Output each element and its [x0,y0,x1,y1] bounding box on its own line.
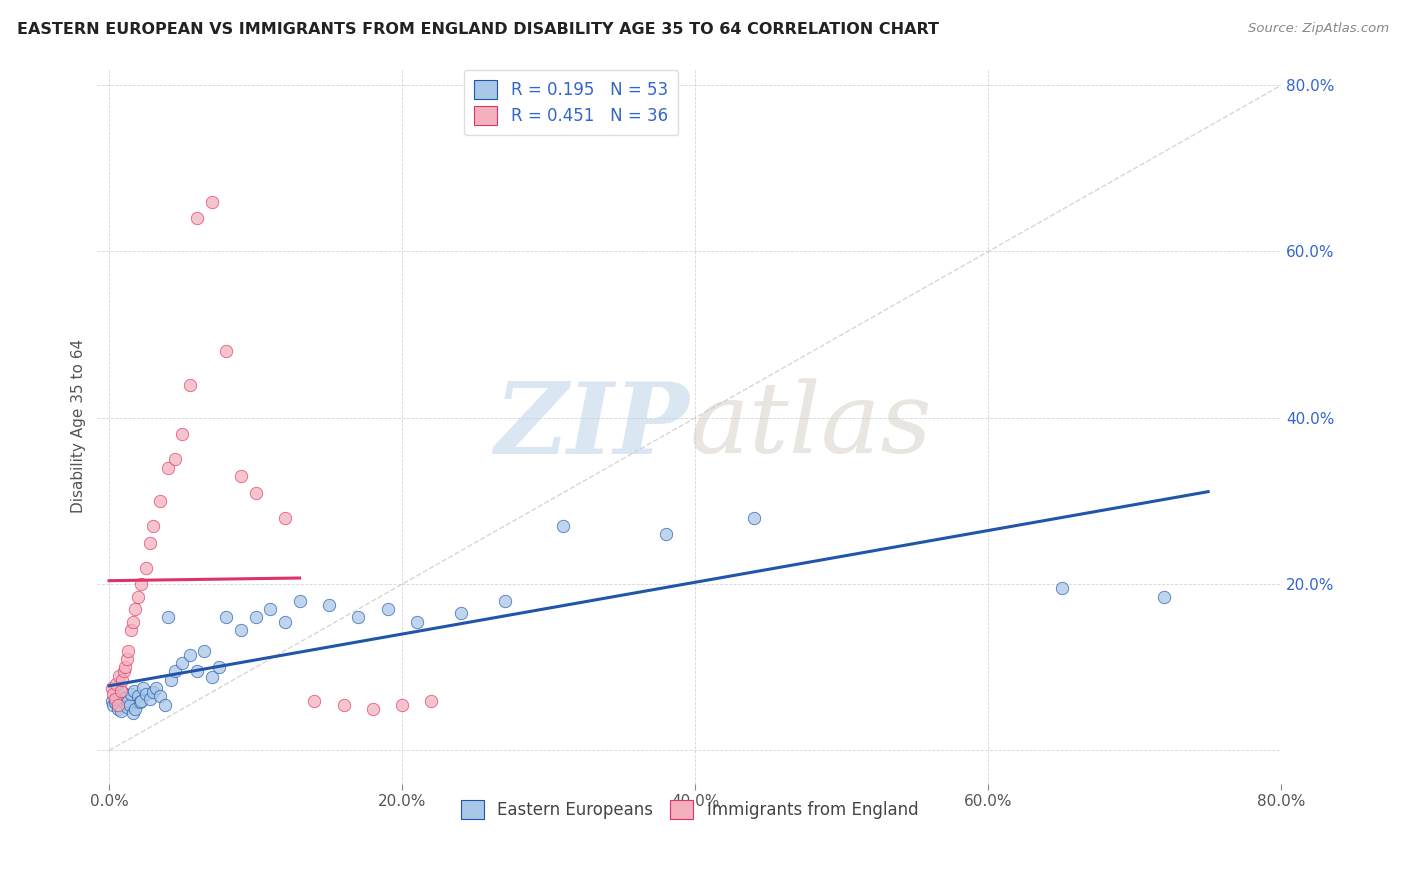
Point [229,469,252,483]
Point [104,695,127,709]
Point [159,673,181,687]
Point [229,623,252,637]
Point [139,692,162,706]
Point [111,673,134,687]
Text: EASTERN EUROPEAN VS IMMIGRANTS FROM ENGLAND DISABILITY AGE 35 TO 64 CORRELATION : EASTERN EUROPEAN VS IMMIGRANTS FROM ENGL… [17,22,939,37]
Point [274,615,297,629]
Point [107,702,129,716]
Point [114,691,136,706]
Point [347,610,370,624]
Point [1050,582,1073,596]
Point [103,687,125,701]
Point [215,610,238,624]
Point [111,685,134,699]
Point [172,427,194,442]
Point [110,704,132,718]
Point [179,377,201,392]
Point [108,668,131,682]
Point [120,687,142,701]
Point [259,602,281,616]
Point [124,602,146,616]
Point [145,681,167,695]
Point [186,665,208,679]
Point [186,211,208,226]
Point [420,693,443,707]
Point [361,702,384,716]
Point [494,594,516,608]
Y-axis label: Disability Age 35 to 64: Disability Age 35 to 64 [72,339,86,513]
Point [274,510,297,524]
Point [215,344,238,359]
Point [208,660,231,674]
Point [101,681,124,695]
Point [201,670,224,684]
Text: atlas: atlas [689,378,932,474]
Point [193,643,215,657]
Point [103,698,125,712]
Point [318,598,340,612]
Point [377,602,399,616]
Point [405,615,427,629]
Point [114,660,136,674]
Point [288,594,311,608]
Point [172,656,194,670]
Point [101,693,124,707]
Point [121,706,143,720]
Point [128,695,150,709]
Point [450,606,472,620]
Point [127,590,149,604]
Point [108,690,131,704]
Point [112,665,135,679]
Point [163,452,186,467]
Point [149,494,172,508]
Point [105,692,128,706]
Point [302,693,325,707]
Point [115,700,138,714]
Point [117,693,139,707]
Point [110,683,132,698]
Point [135,560,157,574]
Point [118,698,141,712]
Point [245,610,267,624]
Point [332,698,354,712]
Point [122,683,145,698]
Point [105,677,128,691]
Point [1153,590,1175,604]
Point [153,698,176,712]
Point [131,577,153,591]
Point [104,692,127,706]
Point [127,690,149,704]
Point [117,643,139,657]
Point [742,510,765,524]
Point [142,519,165,533]
Point [156,610,179,624]
Point [135,687,157,701]
Point [132,681,155,695]
Point [201,194,224,209]
Point [179,648,201,662]
Point [245,485,267,500]
Point [121,615,143,629]
Legend: Eastern Europeans, Immigrants from England: Eastern Europeans, Immigrants from Engla… [454,793,925,825]
Point [112,695,135,709]
Point [120,623,142,637]
Point [107,698,129,712]
Point [115,652,138,666]
Text: ZIP: ZIP [495,378,689,475]
Point [149,690,172,704]
Text: Source: ZipAtlas.com: Source: ZipAtlas.com [1249,22,1389,36]
Point [139,535,162,549]
Point [156,460,179,475]
Point [131,693,153,707]
Point [142,685,165,699]
Point [124,702,146,716]
Point [553,519,575,533]
Point [391,698,413,712]
Point [655,527,678,541]
Point [163,665,186,679]
